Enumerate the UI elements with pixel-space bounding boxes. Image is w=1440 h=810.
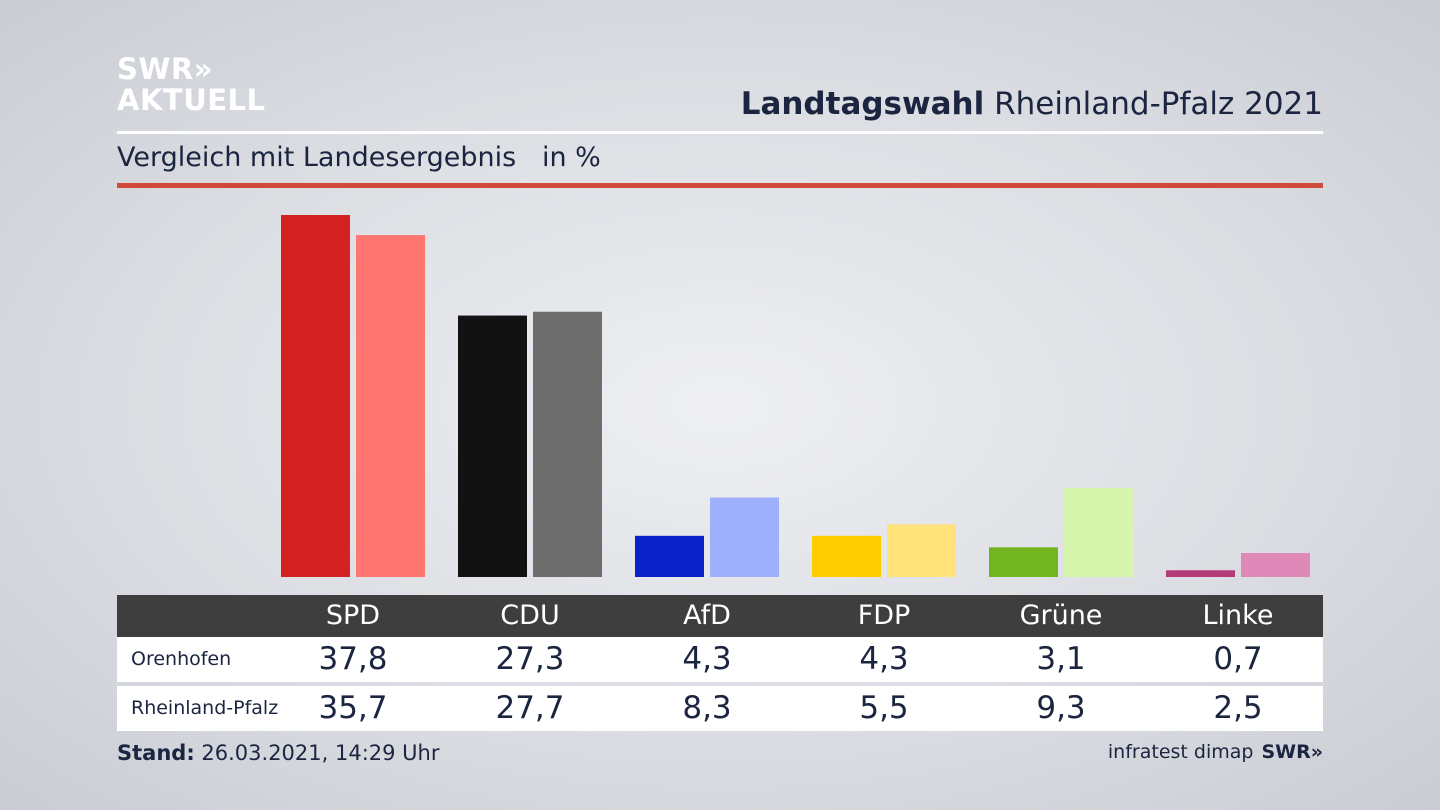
stand-value: 26.03.2021, 14:29 Uhr xyxy=(194,741,440,765)
party-label-linke: Linke xyxy=(1202,600,1274,631)
value-cell: 35,7 xyxy=(318,690,388,726)
value-cell: 27,3 xyxy=(495,641,565,677)
bar-linke-rheinlandpfalz xyxy=(1241,553,1310,577)
party-label-afd: AfD xyxy=(683,600,731,631)
logo-line-1: SWR» xyxy=(117,52,213,86)
value-cell: 4,3 xyxy=(682,641,732,677)
value-cell: 8,3 xyxy=(682,690,732,726)
table-row: Rheinland-Pfalz 35,7 27,7 8,3 5,5 9,3 2,5 xyxy=(117,686,1323,731)
bar-fdp-rheinlandpfalz xyxy=(887,524,956,577)
bar-spd-rheinlandpfalz xyxy=(356,235,425,577)
bar-afd-orenhofen xyxy=(635,535,704,577)
title-rest: Rheinland-Pfalz 2021 xyxy=(984,86,1323,122)
value-cell: 2,5 xyxy=(1213,690,1263,726)
party-label-grne: Grüne xyxy=(1019,600,1103,631)
value-cell: 5,5 xyxy=(859,690,909,726)
bar-cdu-rheinlandpfalz xyxy=(533,311,602,577)
table-header: SPD CDU AfD FDP Grüne Linke xyxy=(117,595,1323,637)
value-cell: 4,3 xyxy=(859,641,909,677)
value-cell: 0,7 xyxy=(1213,641,1263,677)
bar-spd-orenhofen xyxy=(281,215,350,577)
value-cell: 9,3 xyxy=(1036,690,1086,726)
swr-logo-small: SWR» xyxy=(1261,741,1323,763)
subtitle-divider xyxy=(117,183,1323,188)
value-cell: 27,7 xyxy=(495,690,565,726)
value-cell: 3,1 xyxy=(1036,641,1086,677)
logo-line-2: AKTUELL xyxy=(117,83,266,117)
timestamp: Stand: 26.03.2021, 14:29 Uhr xyxy=(117,741,440,765)
title-divider xyxy=(117,131,1323,134)
bar-grne-orenhofen xyxy=(989,547,1058,577)
chart-subtitle: Vergleich mit Landesergebnis in % xyxy=(117,142,601,173)
party-label-cdu: CDU xyxy=(500,600,560,631)
bar-cdu-orenhofen xyxy=(458,315,527,577)
bar-afd-rheinlandpfalz xyxy=(710,497,779,577)
row-label: Rheinland-Pfalz xyxy=(131,697,279,719)
party-label-fdp: FDP xyxy=(857,600,911,631)
bar-linke-orenhofen xyxy=(1166,570,1235,577)
page-title: Landtagswahl Rheinland-Pfalz 2021 xyxy=(741,86,1323,122)
source-text: infratest dimap xyxy=(1107,741,1254,763)
stand-label: Stand: xyxy=(117,741,195,765)
bar-fdp-orenhofen xyxy=(812,535,881,577)
swr-aktuell-logo: SWR» AKTUELL xyxy=(117,54,266,116)
row-label: Orenhofen xyxy=(131,648,232,670)
table-row: Orenhofen 37,8 27,3 4,3 4,3 3,1 0,7 xyxy=(117,637,1323,682)
title-bold: Landtagswahl xyxy=(740,86,985,122)
bar-grne-rheinlandpfalz xyxy=(1064,487,1133,577)
party-label-spd: SPD xyxy=(325,600,381,631)
value-cell: 37,8 xyxy=(318,641,388,677)
source-credit: infratest dimap SWR» xyxy=(1108,741,1323,763)
